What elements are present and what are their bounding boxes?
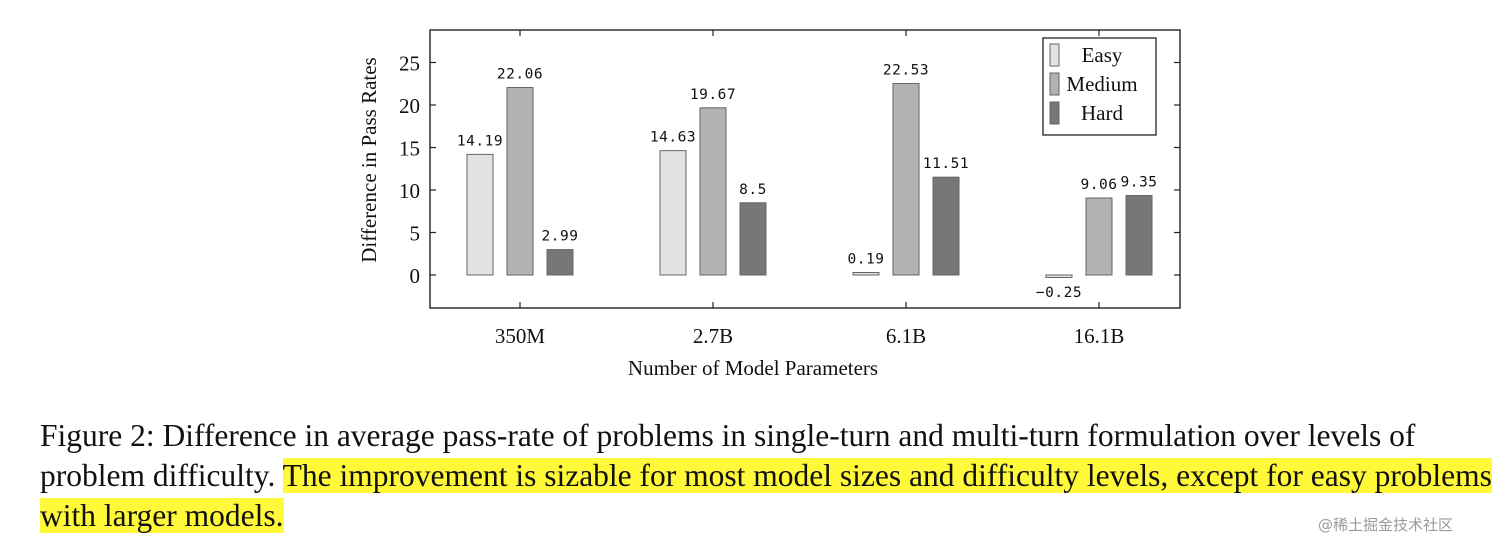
bar xyxy=(546,249,574,276)
data-label: 9.06 xyxy=(1081,177,1118,193)
x-tick-label: 2.7B xyxy=(693,324,733,348)
legend-entry: Hard xyxy=(1081,101,1123,125)
data-label: 8.5 xyxy=(739,182,767,198)
data-label: 2.99 xyxy=(542,229,579,245)
data-label: 14.63 xyxy=(650,130,696,146)
bar xyxy=(659,150,687,276)
x-tick-label: 16.1B xyxy=(1074,324,1125,348)
plot-frame xyxy=(429,29,1181,309)
bar xyxy=(1085,197,1113,276)
bar xyxy=(932,176,960,276)
data-label: 9.35 xyxy=(1121,175,1158,191)
legend-entry: Medium xyxy=(1066,72,1137,96)
data-label: −0.25 xyxy=(1036,285,1082,301)
y-tick-label: 15 xyxy=(399,137,420,161)
bar xyxy=(699,107,727,276)
legend-swatch xyxy=(1049,72,1060,96)
data-label: 0.19 xyxy=(848,252,885,268)
legend-swatch xyxy=(1049,101,1060,125)
data-label: 19.67 xyxy=(690,87,736,103)
bar xyxy=(1125,195,1153,276)
bar xyxy=(739,202,767,276)
data-label: 14.19 xyxy=(457,133,503,149)
bars: 14.19 14.63 0.19 −0.25 22.06 19.67 22.53 9.06 2.… xyxy=(457,62,1158,301)
x-tick-label: 6.1B xyxy=(886,324,926,348)
caption-text: Figure 2: Difference in average pass-rat… xyxy=(40,418,1416,493)
data-label: 11.51 xyxy=(923,156,969,172)
watermark: @稀土掘金技术社区 xyxy=(1318,516,1454,534)
bar xyxy=(466,153,494,276)
y-tick-label: 20 xyxy=(399,94,420,118)
y-tick-label: 10 xyxy=(399,179,420,203)
y-axis: 0 5 10 15 20 25 xyxy=(399,52,1180,288)
bar xyxy=(1045,274,1073,278)
data-label: 22.53 xyxy=(883,62,929,78)
y-tick-label: 5 xyxy=(410,222,421,246)
legend-swatch xyxy=(1049,43,1060,67)
y-tick-label: 0 xyxy=(410,264,421,288)
data-label: 22.06 xyxy=(497,66,543,82)
y-tick-label: 25 xyxy=(399,52,420,76)
legend: Easy Medium Hard xyxy=(1042,37,1157,136)
x-axis-label: Number of Model Parameters xyxy=(628,356,878,380)
bar xyxy=(852,272,880,276)
legend-box xyxy=(1042,37,1157,136)
x-axis-ticks: 350M 2.7B 6.1B 16.1B xyxy=(495,30,1124,348)
x-tick-label: 350M xyxy=(495,324,546,348)
bar xyxy=(892,82,920,276)
bar xyxy=(506,86,534,276)
legend-entry: Easy xyxy=(1082,43,1123,67)
figure-caption: Figure 2: Difference in average pass-rat… xyxy=(40,416,1500,536)
y-axis-label: Difference in Pass Rates xyxy=(357,57,381,262)
